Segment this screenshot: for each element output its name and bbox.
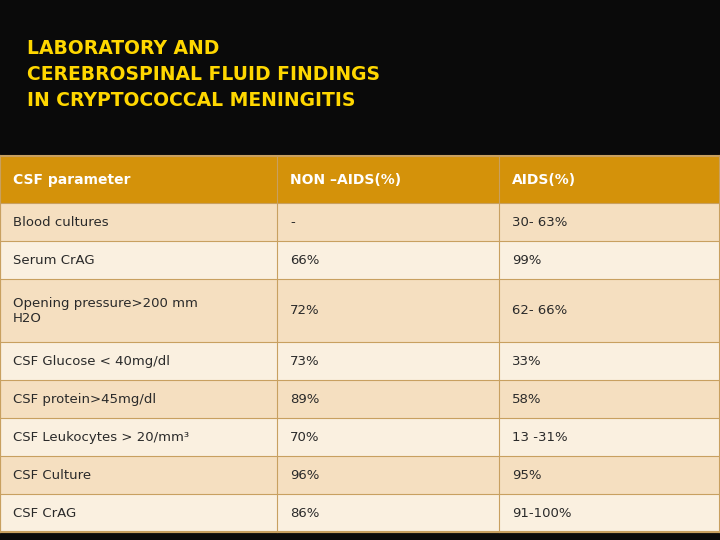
Text: CSF Leukocytes > 20/mm³: CSF Leukocytes > 20/mm³	[13, 431, 189, 444]
Text: 72%: 72%	[290, 305, 320, 318]
Text: 73%: 73%	[290, 355, 320, 368]
Text: 33%: 33%	[512, 355, 541, 368]
Text: 13 -31%: 13 -31%	[512, 431, 567, 444]
Bar	[499, 241, 720, 279]
Bar	[0, 418, 277, 456]
Text: 30- 63%: 30- 63%	[512, 216, 567, 229]
Bar	[277, 494, 499, 532]
Bar	[0, 342, 277, 380]
Bar	[499, 157, 720, 204]
Bar	[499, 279, 720, 342]
Text: Serum CrAG: Serum CrAG	[13, 254, 94, 267]
Text: CSF Culture: CSF Culture	[13, 469, 91, 482]
Bar	[0, 241, 277, 279]
Text: 62- 66%: 62- 66%	[512, 305, 567, 318]
Bar	[277, 241, 499, 279]
Bar	[499, 204, 720, 241]
Text: CSF Glucose < 40mg/dl: CSF Glucose < 40mg/dl	[13, 355, 170, 368]
Text: 89%: 89%	[290, 393, 320, 406]
Bar	[499, 380, 720, 418]
Bar	[0, 456, 277, 494]
Text: Opening pressure>200 mm
H2O: Opening pressure>200 mm H2O	[13, 297, 198, 325]
Text: 99%: 99%	[512, 254, 541, 267]
Text: 91-100%: 91-100%	[512, 507, 572, 519]
Bar	[277, 342, 499, 380]
Bar	[277, 204, 499, 241]
Bar	[277, 418, 499, 456]
Bar	[277, 279, 499, 342]
Text: LABORATORY AND
CEREBROSPINAL FLUID FINDINGS
IN CRYPTOCOCCAL MENINGITIS: LABORATORY AND CEREBROSPINAL FLUID FINDI…	[27, 39, 380, 110]
Bar	[0, 380, 277, 418]
Bar	[499, 494, 720, 532]
Bar	[0, 494, 277, 532]
Text: Blood cultures: Blood cultures	[13, 216, 109, 229]
Text: 96%: 96%	[290, 469, 320, 482]
Bar	[0, 204, 277, 241]
Text: CSF parameter: CSF parameter	[13, 173, 130, 187]
Bar	[277, 380, 499, 418]
Text: 70%: 70%	[290, 431, 320, 444]
Bar	[0, 157, 277, 204]
Bar	[277, 157, 499, 204]
Text: CSF protein>45mg/dl: CSF protein>45mg/dl	[13, 393, 156, 406]
Bar	[499, 418, 720, 456]
Text: -: -	[290, 216, 295, 229]
Text: AIDS(%): AIDS(%)	[512, 173, 576, 187]
Bar	[0, 279, 277, 342]
Text: CSF CrAG: CSF CrAG	[13, 507, 76, 519]
Text: NON –AIDS(%): NON –AIDS(%)	[290, 173, 401, 187]
Text: 95%: 95%	[512, 469, 541, 482]
Text: 66%: 66%	[290, 254, 320, 267]
Bar	[277, 456, 499, 494]
Text: 86%: 86%	[290, 507, 320, 519]
Bar	[499, 342, 720, 380]
Bar	[499, 456, 720, 494]
Text: 58%: 58%	[512, 393, 541, 406]
